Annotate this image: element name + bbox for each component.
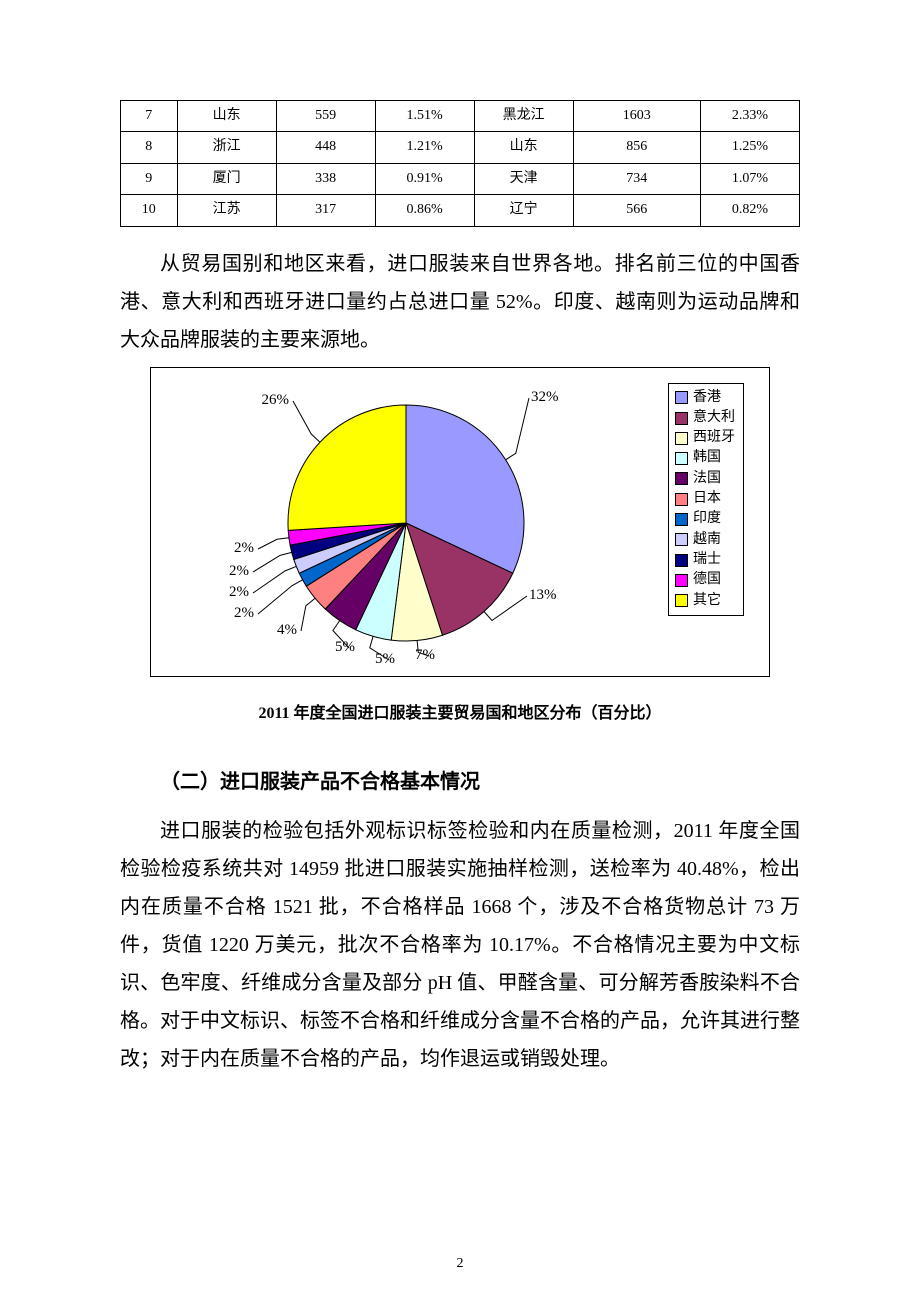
legend-swatch [675,533,688,546]
legend-swatch [675,594,688,607]
pie-slice-label: 2% [234,540,254,557]
table-cell: 黑龙江 [474,101,573,132]
paragraph-trade-regions: 从贸易国别和地区来看，进口服装来自世界各地。排名前三位的中国香港、意大利和西班牙… [120,245,800,359]
table-row: 9厦门3380.91%天津7341.07% [121,163,800,194]
table-cell: 1603 [573,101,700,132]
section-heading: （二）进口服装产品不合格基本情况 [120,765,800,794]
table-cell: 1.51% [375,101,474,132]
legend-item: 日本 [675,489,735,509]
legend-item: 韩国 [675,448,735,468]
legend-item: 印度 [675,509,735,529]
table-cell: 9 [121,163,178,194]
legend-item: 法国 [675,469,735,489]
table-cell: 317 [276,195,375,226]
legend-label: 法国 [693,469,721,489]
table-cell: 辽宁 [474,195,573,226]
table-cell: 338 [276,163,375,194]
table-cell: 0.86% [375,195,474,226]
table-cell: 7 [121,101,178,132]
table-row: 7山东5591.51%黑龙江16032.33% [121,101,800,132]
table-cell: 2.33% [700,101,799,132]
pie-slice [288,405,406,530]
legend-item: 德国 [675,570,735,590]
legend-swatch [675,493,688,506]
legend-label: 香港 [693,388,721,408]
chart-caption: 2011 年度全国进口服装主要贸易国和地区分布（百分比） [120,699,800,723]
legend-label: 瑞士 [693,550,721,570]
pie-slice-label: 32% [531,389,559,406]
legend-item: 意大利 [675,408,735,428]
table-row: 10江苏3170.86%辽宁5660.82% [121,195,800,226]
table-cell: 566 [573,195,700,226]
table-cell: 江苏 [177,195,276,226]
pie-slice-label: 5% [335,639,355,656]
table-cell: 10 [121,195,178,226]
legend-item: 瑞士 [675,550,735,570]
pie-slice-label: 5% [375,651,395,668]
pie-slice-label: 2% [229,584,249,601]
table-cell: 448 [276,132,375,163]
table-cell: 1.07% [700,163,799,194]
legend-label: 印度 [693,509,721,529]
table-row: 8浙江4481.21%山东8561.25% [121,132,800,163]
legend-swatch [675,574,688,587]
table-cell: 浙江 [177,132,276,163]
legend-swatch [675,452,688,465]
table-cell: 8 [121,132,178,163]
pie-slice-label: 13% [529,587,557,604]
table-cell: 856 [573,132,700,163]
table-cell: 厦门 [177,163,276,194]
legend-swatch [675,432,688,445]
legend-label: 其它 [693,591,721,611]
legend-swatch [675,412,688,425]
legend-swatch [675,554,688,567]
pie-slice-label: 7% [415,647,435,664]
pie-chart: 香港意大利西班牙韩国法国日本印度越南瑞士德国其它 32% 13% 7% 5% 5% 4% 2… [150,367,770,677]
pie-slice-label: 4% [277,622,297,639]
legend-item: 其它 [675,591,735,611]
page-number: 2 [0,1256,920,1272]
table-cell: 0.82% [700,195,799,226]
legend-item: 越南 [675,530,735,550]
legend-item: 西班牙 [675,428,735,448]
legend-label: 日本 [693,489,721,509]
legend-swatch [675,391,688,404]
legend-label: 韩国 [693,448,721,468]
table-cell: 山东 [177,101,276,132]
chart-legend: 香港意大利西班牙韩国法国日本印度越南瑞士德国其它 [668,383,744,616]
pie-slice-label: 26% [262,392,290,409]
legend-label: 西班牙 [693,428,735,448]
table-cell: 1.21% [375,132,474,163]
pie-slice-label: 2% [234,605,254,622]
legend-item: 香港 [675,388,735,408]
table-cell: 734 [573,163,700,194]
data-table: 7山东5591.51%黑龙江16032.33%8浙江4481.21%山东8561… [120,100,800,227]
paragraph-quality: 进口服装的检验包括外观标识标签检验和内在质量检测，2011 年度全国检验检疫系统… [120,812,800,1078]
table-cell: 天津 [474,163,573,194]
table-cell: 559 [276,101,375,132]
legend-swatch [675,472,688,485]
table-cell: 1.25% [700,132,799,163]
table-cell: 0.91% [375,163,474,194]
legend-label: 德国 [693,570,721,590]
legend-swatch [675,513,688,526]
pie-slice-label: 2% [229,563,249,580]
legend-label: 越南 [693,530,721,550]
table-cell: 山东 [474,132,573,163]
legend-label: 意大利 [693,408,735,428]
